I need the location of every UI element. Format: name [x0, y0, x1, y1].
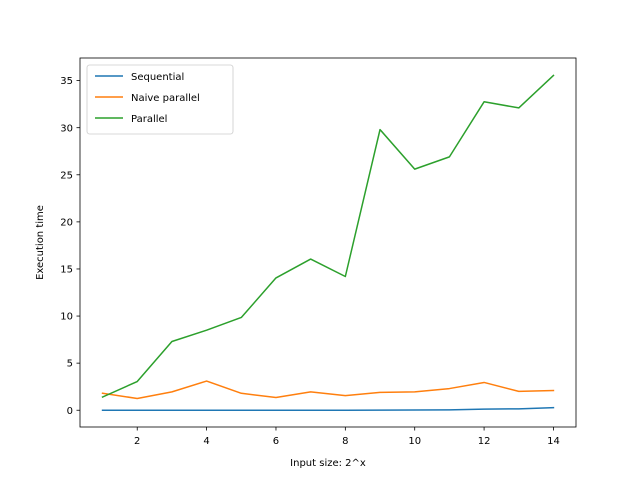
y-tick-label: 35: [60, 76, 73, 87]
y-tick-label: 25: [60, 170, 73, 181]
y-tick-label: 5: [67, 359, 73, 370]
series-line-naive-parallel: [101, 380, 555, 400]
legend: Sequential Naive parallel Parallel: [86, 64, 234, 135]
x-tick-label: 2: [134, 436, 140, 447]
x-tick-label: 6: [273, 436, 279, 447]
y-tick-label: 0: [67, 406, 73, 417]
x-tick-label: 12: [478, 436, 491, 447]
x-tick-label: 4: [203, 436, 209, 447]
plot-frame: [79, 57, 577, 428]
legend-label: Naive parallel: [131, 93, 200, 104]
y-axis-title: Execution time: [35, 205, 46, 280]
x-tick-label: 8: [342, 436, 348, 447]
y-tick-label: 20: [60, 217, 73, 228]
series-layer: [101, 74, 555, 411]
series-line-sequential: [101, 406, 555, 411]
y-axis-ticks: 0 5 10 15 20 25 30 35: [60, 76, 80, 417]
x-axis-ticks: 2 4 6 8 10 12 14: [134, 427, 560, 447]
legend-box: [86, 64, 234, 135]
y-tick-label: 10: [60, 312, 73, 323]
legend-label: Parallel: [131, 114, 167, 125]
y-tick-label: 30: [60, 123, 73, 134]
y-tick-label: 15: [60, 265, 73, 276]
x-tick-label: 10: [408, 436, 421, 447]
series-line-parallel: [101, 74, 555, 399]
x-axis-title: Input size: 2^x: [290, 458, 366, 469]
x-tick-label: 14: [547, 436, 560, 447]
legend-label: Sequential: [131, 72, 184, 83]
